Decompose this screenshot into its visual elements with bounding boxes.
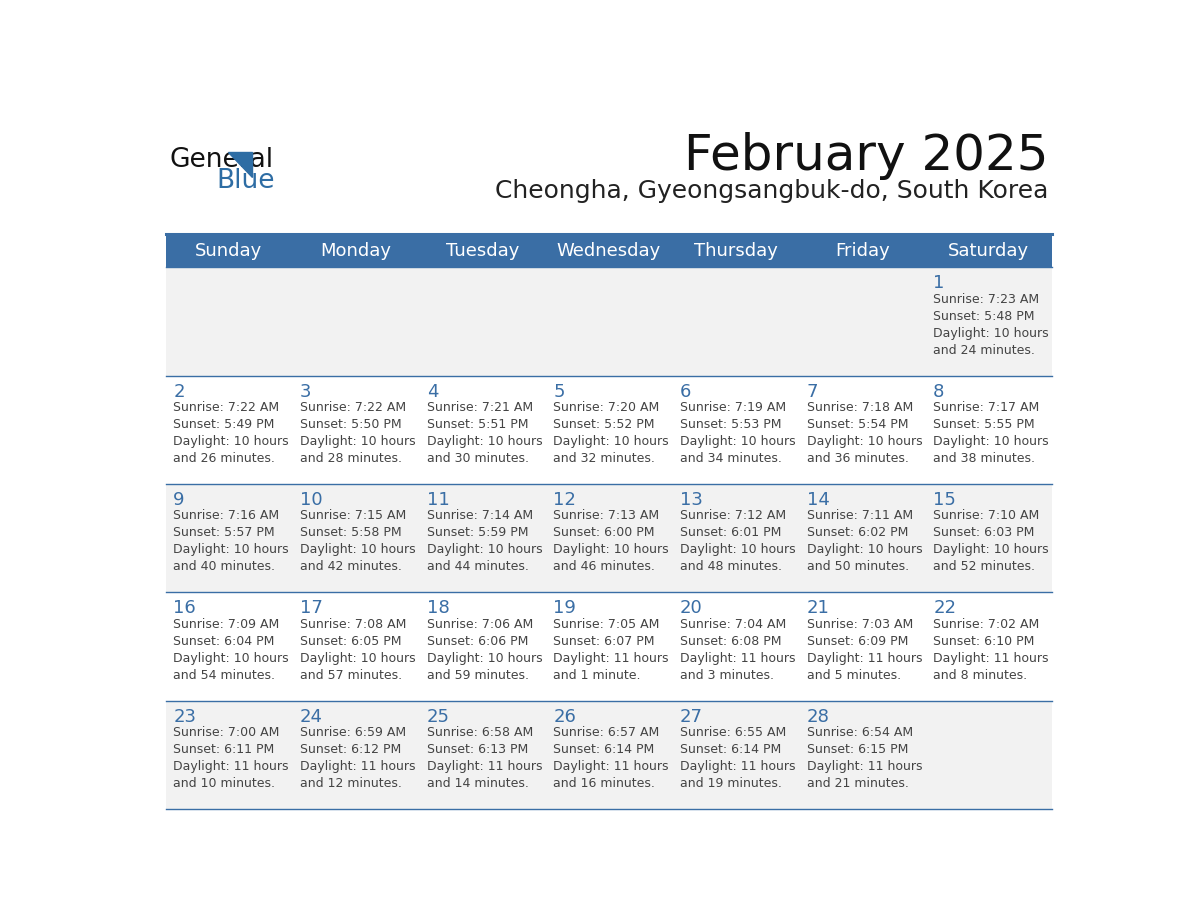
Text: 14: 14 bbox=[807, 491, 829, 509]
Text: Sunrise: 7:08 AM
Sunset: 6:05 PM
Daylight: 10 hours
and 57 minutes.: Sunrise: 7:08 AM Sunset: 6:05 PM Dayligh… bbox=[299, 618, 416, 682]
Text: February 2025: February 2025 bbox=[684, 131, 1048, 180]
Text: 11: 11 bbox=[426, 491, 449, 509]
Text: 7: 7 bbox=[807, 383, 819, 400]
Text: Monday: Monday bbox=[320, 242, 391, 260]
Text: 16: 16 bbox=[173, 599, 196, 618]
Text: 17: 17 bbox=[299, 599, 323, 618]
Text: 12: 12 bbox=[554, 491, 576, 509]
Text: 18: 18 bbox=[426, 599, 449, 618]
Text: 21: 21 bbox=[807, 599, 829, 618]
Text: Sunrise: 6:58 AM
Sunset: 6:13 PM
Daylight: 11 hours
and 14 minutes.: Sunrise: 6:58 AM Sunset: 6:13 PM Dayligh… bbox=[426, 726, 542, 790]
Text: Friday: Friday bbox=[835, 242, 890, 260]
Text: Sunrise: 7:00 AM
Sunset: 6:11 PM
Daylight: 11 hours
and 10 minutes.: Sunrise: 7:00 AM Sunset: 6:11 PM Dayligh… bbox=[173, 726, 289, 790]
Text: Thursday: Thursday bbox=[694, 242, 777, 260]
Text: 26: 26 bbox=[554, 708, 576, 726]
Text: Blue: Blue bbox=[216, 168, 274, 194]
Text: 10: 10 bbox=[299, 491, 323, 509]
Text: Sunrise: 7:22 AM
Sunset: 5:49 PM
Daylight: 10 hours
and 26 minutes.: Sunrise: 7:22 AM Sunset: 5:49 PM Dayligh… bbox=[173, 401, 289, 465]
Bar bbox=[165, 267, 1053, 375]
Text: Sunrise: 7:16 AM
Sunset: 5:57 PM
Daylight: 10 hours
and 40 minutes.: Sunrise: 7:16 AM Sunset: 5:57 PM Dayligh… bbox=[173, 509, 289, 574]
Bar bbox=[165, 592, 1053, 701]
Text: 9: 9 bbox=[173, 491, 185, 509]
Text: Sunrise: 6:55 AM
Sunset: 6:14 PM
Daylight: 11 hours
and 19 minutes.: Sunrise: 6:55 AM Sunset: 6:14 PM Dayligh… bbox=[680, 726, 796, 790]
Text: Sunrise: 7:15 AM
Sunset: 5:58 PM
Daylight: 10 hours
and 42 minutes.: Sunrise: 7:15 AM Sunset: 5:58 PM Dayligh… bbox=[299, 509, 416, 574]
Text: 8: 8 bbox=[934, 383, 944, 400]
Text: Wednesday: Wednesday bbox=[557, 242, 661, 260]
Bar bbox=[165, 235, 1053, 267]
Text: Sunrise: 7:23 AM
Sunset: 5:48 PM
Daylight: 10 hours
and 24 minutes.: Sunrise: 7:23 AM Sunset: 5:48 PM Dayligh… bbox=[934, 293, 1049, 357]
Text: Sunrise: 7:20 AM
Sunset: 5:52 PM
Daylight: 10 hours
and 32 minutes.: Sunrise: 7:20 AM Sunset: 5:52 PM Dayligh… bbox=[554, 401, 669, 465]
Text: Sunrise: 7:13 AM
Sunset: 6:00 PM
Daylight: 10 hours
and 46 minutes.: Sunrise: 7:13 AM Sunset: 6:00 PM Dayligh… bbox=[554, 509, 669, 574]
Text: 28: 28 bbox=[807, 708, 829, 726]
Text: 15: 15 bbox=[934, 491, 956, 509]
Text: Sunrise: 7:11 AM
Sunset: 6:02 PM
Daylight: 10 hours
and 50 minutes.: Sunrise: 7:11 AM Sunset: 6:02 PM Dayligh… bbox=[807, 509, 922, 574]
Text: Sunrise: 6:59 AM
Sunset: 6:12 PM
Daylight: 11 hours
and 12 minutes.: Sunrise: 6:59 AM Sunset: 6:12 PM Dayligh… bbox=[299, 726, 416, 790]
Text: Sunrise: 7:14 AM
Sunset: 5:59 PM
Daylight: 10 hours
and 44 minutes.: Sunrise: 7:14 AM Sunset: 5:59 PM Dayligh… bbox=[426, 509, 542, 574]
Text: Sunrise: 7:04 AM
Sunset: 6:08 PM
Daylight: 11 hours
and 3 minutes.: Sunrise: 7:04 AM Sunset: 6:08 PM Dayligh… bbox=[680, 618, 796, 682]
Polygon shape bbox=[228, 151, 252, 177]
Text: Sunrise: 7:09 AM
Sunset: 6:04 PM
Daylight: 10 hours
and 54 minutes.: Sunrise: 7:09 AM Sunset: 6:04 PM Dayligh… bbox=[173, 618, 289, 682]
Text: 25: 25 bbox=[426, 708, 449, 726]
Text: Sunrise: 7:17 AM
Sunset: 5:55 PM
Daylight: 10 hours
and 38 minutes.: Sunrise: 7:17 AM Sunset: 5:55 PM Dayligh… bbox=[934, 401, 1049, 465]
Text: 1: 1 bbox=[934, 274, 944, 292]
Text: Sunrise: 7:06 AM
Sunset: 6:06 PM
Daylight: 10 hours
and 59 minutes.: Sunrise: 7:06 AM Sunset: 6:06 PM Dayligh… bbox=[426, 618, 542, 682]
Text: 22: 22 bbox=[934, 599, 956, 618]
Text: Saturday: Saturday bbox=[948, 242, 1029, 260]
Text: Tuesday: Tuesday bbox=[446, 242, 519, 260]
Text: Sunrise: 7:21 AM
Sunset: 5:51 PM
Daylight: 10 hours
and 30 minutes.: Sunrise: 7:21 AM Sunset: 5:51 PM Dayligh… bbox=[426, 401, 542, 465]
Text: Sunday: Sunday bbox=[195, 242, 263, 260]
Text: 20: 20 bbox=[680, 599, 702, 618]
Text: 5: 5 bbox=[554, 383, 564, 400]
Text: Sunrise: 7:02 AM
Sunset: 6:10 PM
Daylight: 11 hours
and 8 minutes.: Sunrise: 7:02 AM Sunset: 6:10 PM Dayligh… bbox=[934, 618, 1049, 682]
Text: 24: 24 bbox=[299, 708, 323, 726]
Text: Sunrise: 7:03 AM
Sunset: 6:09 PM
Daylight: 11 hours
and 5 minutes.: Sunrise: 7:03 AM Sunset: 6:09 PM Dayligh… bbox=[807, 618, 922, 682]
Text: 13: 13 bbox=[680, 491, 703, 509]
Text: Sunrise: 6:57 AM
Sunset: 6:14 PM
Daylight: 11 hours
and 16 minutes.: Sunrise: 6:57 AM Sunset: 6:14 PM Dayligh… bbox=[554, 726, 669, 790]
Text: Sunrise: 6:54 AM
Sunset: 6:15 PM
Daylight: 11 hours
and 21 minutes.: Sunrise: 6:54 AM Sunset: 6:15 PM Dayligh… bbox=[807, 726, 922, 790]
Text: 23: 23 bbox=[173, 708, 196, 726]
Text: 19: 19 bbox=[554, 599, 576, 618]
Bar bbox=[165, 484, 1053, 592]
Text: Sunrise: 7:22 AM
Sunset: 5:50 PM
Daylight: 10 hours
and 28 minutes.: Sunrise: 7:22 AM Sunset: 5:50 PM Dayligh… bbox=[299, 401, 416, 465]
Text: 3: 3 bbox=[299, 383, 311, 400]
Text: 4: 4 bbox=[426, 383, 438, 400]
Text: Sunrise: 7:10 AM
Sunset: 6:03 PM
Daylight: 10 hours
and 52 minutes.: Sunrise: 7:10 AM Sunset: 6:03 PM Dayligh… bbox=[934, 509, 1049, 574]
Text: Sunrise: 7:05 AM
Sunset: 6:07 PM
Daylight: 11 hours
and 1 minute.: Sunrise: 7:05 AM Sunset: 6:07 PM Dayligh… bbox=[554, 618, 669, 682]
Text: 27: 27 bbox=[680, 708, 703, 726]
Text: General: General bbox=[170, 147, 273, 174]
Text: 2: 2 bbox=[173, 383, 185, 400]
Text: 6: 6 bbox=[680, 383, 691, 400]
Text: Sunrise: 7:19 AM
Sunset: 5:53 PM
Daylight: 10 hours
and 34 minutes.: Sunrise: 7:19 AM Sunset: 5:53 PM Dayligh… bbox=[680, 401, 796, 465]
Bar bbox=[165, 701, 1053, 810]
Bar bbox=[165, 375, 1053, 484]
Text: Sunrise: 7:12 AM
Sunset: 6:01 PM
Daylight: 10 hours
and 48 minutes.: Sunrise: 7:12 AM Sunset: 6:01 PM Dayligh… bbox=[680, 509, 796, 574]
Text: Sunrise: 7:18 AM
Sunset: 5:54 PM
Daylight: 10 hours
and 36 minutes.: Sunrise: 7:18 AM Sunset: 5:54 PM Dayligh… bbox=[807, 401, 922, 465]
Text: Cheongha, Gyeongsangbuk-do, South Korea: Cheongha, Gyeongsangbuk-do, South Korea bbox=[495, 179, 1048, 204]
